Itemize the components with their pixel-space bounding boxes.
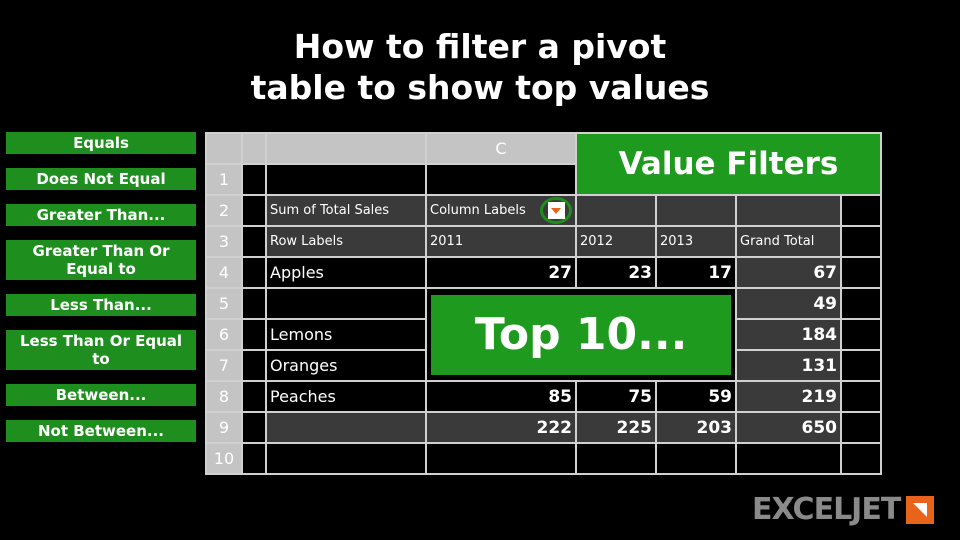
row-header[interactable]: 8 [205,380,243,413]
row-header[interactable]: 5 [205,287,243,320]
row-header[interactable]: 7 [205,349,243,382]
value-cell: 67 [735,256,842,289]
value-cell: 27 [425,256,577,289]
row-header[interactable]: 4 [205,256,243,289]
value-cell: 75 [575,380,657,413]
top-10-option[interactable]: Top 10... [431,294,731,375]
grand-total-header: Grand Total [735,225,842,258]
value-cell: 85 [425,380,577,413]
row-label [265,411,427,444]
filter-dropdown-button[interactable] [547,202,565,219]
table-row: 5 Top 10... 49 [205,287,882,382]
value-cell: 17 [655,256,737,289]
row-header[interactable]: 6 [205,318,243,351]
value-filter-menu: Equals Does Not Equal Greater Than... Great… [6,132,196,442]
row-header[interactable]: 2 [205,194,243,227]
menu-item[interactable]: Equals [6,132,196,154]
logo-text: EXCELJET [752,492,901,527]
column-labels: Column Labels [430,203,526,218]
table-row: 4 Apples 27 23 17 67 [205,256,882,289]
menu-item[interactable]: Less Than Or Equal to [6,330,196,370]
value-cell: 650 [735,411,842,444]
row-label [265,287,427,320]
row-label: Apples [265,256,427,289]
column-header-c[interactable]: C [425,132,577,165]
value-cell: 23 [575,256,657,289]
value-cell: 184 [735,318,842,351]
table-row: 9 222 225 203 650 [205,411,882,444]
value-cell: 219 [735,380,842,413]
year-header: 2013 [655,225,737,258]
menu-item[interactable]: Not Between... [6,420,196,442]
value-cell: 59 [655,380,737,413]
year-header: 2011 [425,225,577,258]
table-row: 7 Oranges 131 [205,349,882,382]
exceljet-logo: EXCELJET [752,492,935,527]
video-title: How to filter a pivot table to show top … [0,26,960,108]
title-line-2: table to show top values [250,68,710,107]
value-cell: 225 [575,411,657,444]
year-header: 2012 [575,225,657,258]
table-row: 8 Peaches 85 75 59 219 [205,380,882,413]
row-labels: Row Labels [265,225,427,258]
pivot-table-grid: C Value Filters 1 2 Sum of Total Sales Co… [205,132,882,475]
value-cell: 203 [655,411,737,444]
value-cell: 49 [735,287,842,320]
logo-arrow-icon [906,495,935,524]
row-header[interactable]: 3 [205,225,243,258]
row-label: Peaches [265,380,427,413]
value-cell: 222 [425,411,577,444]
value-cell: 131 [735,349,842,382]
value-filters-label: Value Filters [578,135,879,193]
table-row: 6 Lemons 184 [205,318,882,351]
row-label: Lemons [265,318,427,351]
highlight-circle [540,197,572,224]
row-header[interactable]: 10 [205,442,243,475]
menu-item[interactable]: Greater Than Or Equal to [6,240,196,280]
sum-label: Sum of Total Sales [265,194,427,227]
row-label: Oranges [265,349,427,382]
menu-item[interactable]: Between... [6,384,196,406]
row-header[interactable]: 9 [205,411,243,444]
menu-item[interactable]: Less Than... [6,294,196,316]
row-header[interactable]: 1 [205,163,243,196]
menu-item[interactable]: Does Not Equal [6,168,196,190]
menu-item[interactable]: Greater Than... [6,204,196,226]
title-line-1: How to filter a pivot [293,27,667,66]
